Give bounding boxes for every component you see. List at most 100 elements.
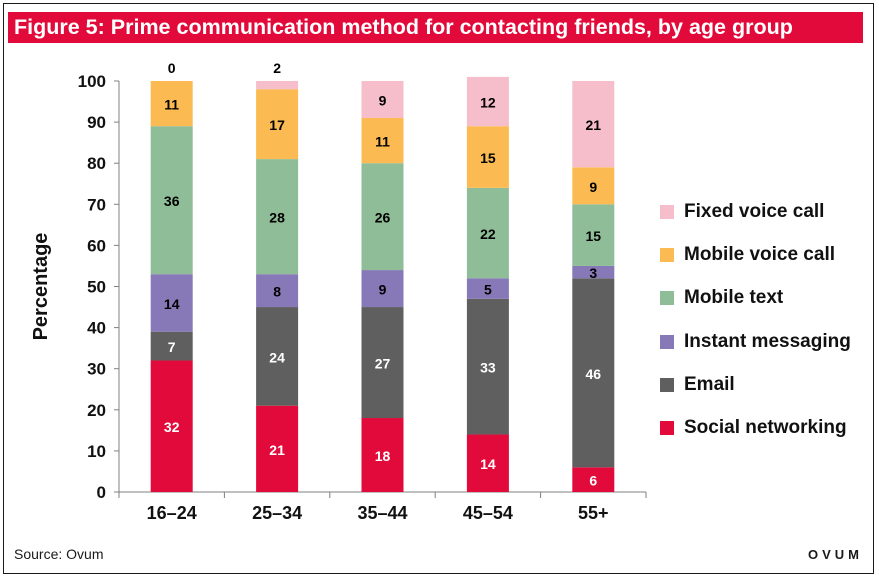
data-label: 36 <box>164 193 180 209</box>
bar-segment <box>361 418 404 492</box>
legend-swatch <box>660 204 674 219</box>
bar-segment <box>150 81 193 127</box>
data-label: 24 <box>269 349 285 365</box>
bar-segment <box>466 298 509 435</box>
x-tick-label: 45–54 <box>463 503 513 523</box>
bar-segment <box>572 81 615 168</box>
data-label: 22 <box>480 226 496 242</box>
y-tick-label: 90 <box>87 113 106 132</box>
y-axis-title: Percentage <box>30 233 52 341</box>
bar-segment <box>572 467 615 492</box>
legend-item: Mobile text <box>660 277 870 320</box>
data-label: 32 <box>164 419 180 435</box>
legend-item: Instant messaging <box>660 320 870 363</box>
data-label: 46 <box>586 366 602 382</box>
data-label: 17 <box>269 117 285 133</box>
legend-label: Instant messaging <box>684 330 851 352</box>
y-tick-label: 10 <box>87 442 106 461</box>
data-label: 9 <box>589 179 597 195</box>
y-tick-label: 80 <box>87 154 106 173</box>
bar-segment <box>572 278 615 468</box>
data-label: 26 <box>375 210 391 226</box>
bar-segment <box>256 307 299 406</box>
data-label: 14 <box>480 456 496 472</box>
legend-swatch <box>660 334 674 349</box>
data-label: 21 <box>269 442 285 458</box>
bar-segment <box>361 270 404 308</box>
bar-segment <box>466 76 509 127</box>
bar-segment <box>572 204 615 266</box>
bar-segment <box>466 126 509 188</box>
figure-title: Figure 5: Prime communication method for… <box>8 12 863 43</box>
brand-logo: OVUM <box>808 547 863 562</box>
data-label: 33 <box>480 360 496 376</box>
source-note: Source: Ovum <box>14 546 104 562</box>
bar-segment <box>572 167 615 205</box>
x-tick-label: 35–44 <box>357 503 407 523</box>
data-label: 15 <box>586 228 602 244</box>
data-label: 27 <box>375 356 391 372</box>
legend-swatch <box>660 291 674 306</box>
y-tick-label: 30 <box>87 360 106 379</box>
y-tick-label: 50 <box>87 278 106 297</box>
data-label: 18 <box>375 448 391 464</box>
bar-segment <box>466 187 509 279</box>
y-tick-label: 20 <box>87 401 106 420</box>
bar-segment <box>361 163 404 271</box>
y-tick-label: 100 <box>78 72 106 91</box>
bar-segment <box>466 278 509 299</box>
data-label: 11 <box>164 97 179 113</box>
y-tick-label: 0 <box>97 483 106 502</box>
bar-segment <box>361 81 404 118</box>
legend-item: Mobile voice call <box>660 233 870 276</box>
bar-segment <box>256 159 299 275</box>
x-tick-label: 25–34 <box>252 503 302 523</box>
y-tick-label: 60 <box>87 236 106 255</box>
legend-label: Email <box>684 373 735 395</box>
data-label: 14 <box>164 296 180 312</box>
legend-label: Mobile text <box>684 287 784 309</box>
legend-label: Mobile voice call <box>684 243 835 265</box>
bar-segment <box>361 117 404 164</box>
bar-segment <box>466 434 509 492</box>
bar-segment <box>256 274 299 308</box>
legend-swatch <box>660 421 674 436</box>
legend-label: Social networking <box>684 417 847 439</box>
data-label: 9 <box>379 282 387 298</box>
data-label: 6 <box>589 473 597 489</box>
y-tick-label: 40 <box>87 319 106 338</box>
bar-segment <box>256 89 299 160</box>
x-tick-label: 55+ <box>578 503 609 523</box>
bar-segment <box>361 307 404 419</box>
bar-segment <box>256 405 299 492</box>
legend-item: Social networking <box>660 406 870 449</box>
y-tick-label: 70 <box>87 195 106 214</box>
legend-label: Fixed voice call <box>684 200 825 222</box>
data-label: 15 <box>480 150 496 166</box>
chart-legend: Fixed voice call Mobile voice call Mobile … <box>660 190 870 450</box>
data-label: 2 <box>273 60 281 76</box>
bar-segment <box>150 126 193 275</box>
bar-segment <box>150 331 193 361</box>
data-label: 21 <box>586 117 602 133</box>
legend-item: Fixed voice call <box>660 190 870 233</box>
data-label: 28 <box>269 210 285 226</box>
data-label: 7 <box>168 339 176 355</box>
x-tick-label: 16–24 <box>147 503 197 523</box>
data-label: 3 <box>589 265 597 281</box>
data-label: 5 <box>484 282 492 298</box>
bar-segment <box>150 360 193 492</box>
bar-segment <box>150 274 193 332</box>
figure-frame <box>3 3 874 574</box>
bar-segment <box>572 265 615 279</box>
data-label: 9 <box>379 92 387 108</box>
bar-segment <box>256 81 299 90</box>
legend-swatch <box>660 377 674 392</box>
data-label: 8 <box>273 284 281 300</box>
data-label: 12 <box>480 95 496 111</box>
data-label: 11 <box>375 134 390 150</box>
data-label: 0 <box>168 60 176 76</box>
legend-item: Email <box>660 363 870 406</box>
legend-swatch <box>660 247 674 262</box>
